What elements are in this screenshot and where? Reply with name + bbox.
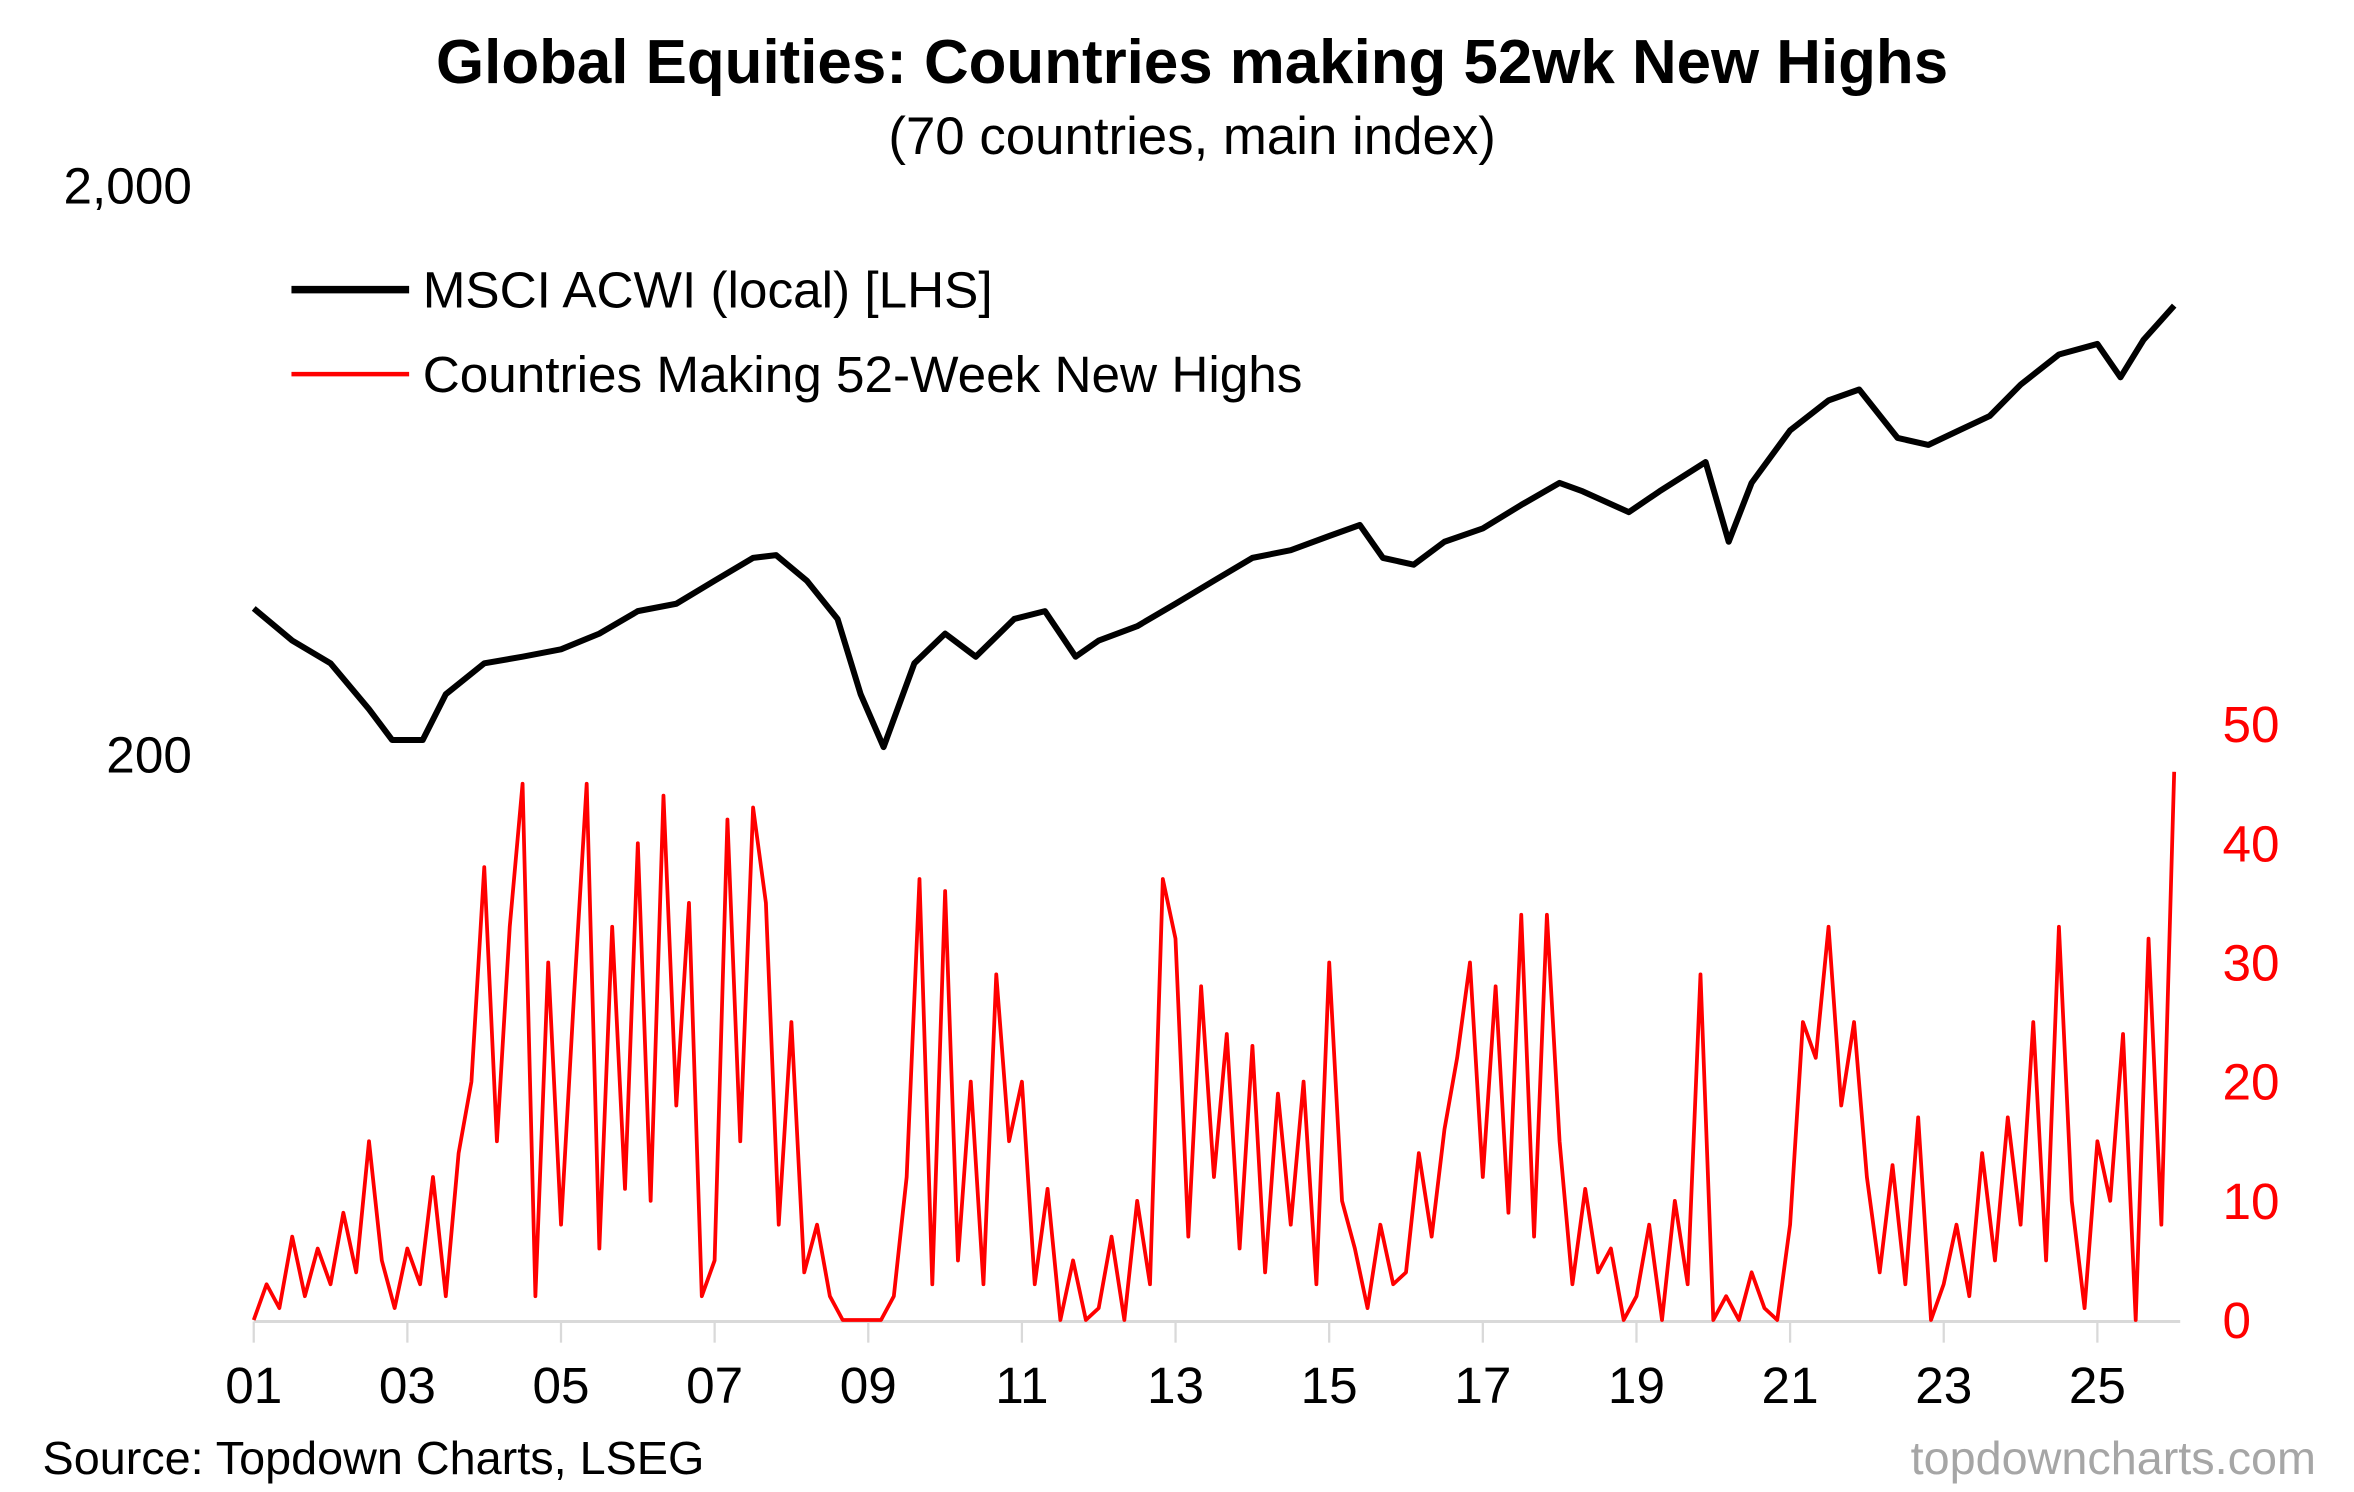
chart-title: Global Equities: Countries making 52wk N… [436,28,1948,97]
right-tick-label: 0 [2222,1292,2251,1349]
x-tick-label: 21 [1762,1357,1819,1414]
legend-label-msci: MSCI ACWI (local) [LHS] [423,262,993,319]
series-line-new-highs [251,771,2177,1322]
legend-label-new-highs: Countries Making 52-Week New Highs [423,346,1303,403]
x-tick-label: 17 [1454,1357,1511,1414]
x-tick-label: 19 [1608,1357,1665,1414]
right-axis: 50 40 30 20 10 0 [2222,696,2279,1349]
x-tick-label: 25 [2069,1357,2126,1414]
source-note: Source: Topdown Charts, LSEG [43,1432,705,1484]
x-tick-label: 13 [1147,1357,1204,1414]
x-tick-label: 01 [225,1357,282,1414]
x-axis: 01 03 05 07 09 11 13 15 17 19 21 23 25 [225,1321,2126,1414]
chart-subtitle: (70 countries, main index) [888,107,1495,166]
right-tick-label: 50 [2222,696,2279,753]
legend: MSCI ACWI (local) [LHS] Countries Making… [291,262,1302,403]
x-tick-label: 03 [379,1357,436,1414]
left-tick-label: 200 [106,726,192,783]
right-tick-label: 10 [2222,1173,2279,1230]
x-tick-label: 07 [686,1357,743,1414]
x-tick-label: 09 [840,1357,897,1414]
x-tick-label: 05 [532,1357,589,1414]
x-tick-label: 23 [1915,1357,1972,1414]
right-tick-label: 40 [2222,815,2279,872]
right-tick-label: 20 [2222,1054,2279,1111]
watermark: topdowncharts.com [1911,1432,2316,1484]
right-tick-label: 30 [2222,935,2279,992]
x-tick-label: 11 [995,1357,1048,1414]
series-layer [251,303,2177,1322]
left-axis: 2,000 200 [64,158,192,784]
x-tick-label: 15 [1301,1357,1358,1414]
left-tick-label: 2,000 [64,158,192,215]
